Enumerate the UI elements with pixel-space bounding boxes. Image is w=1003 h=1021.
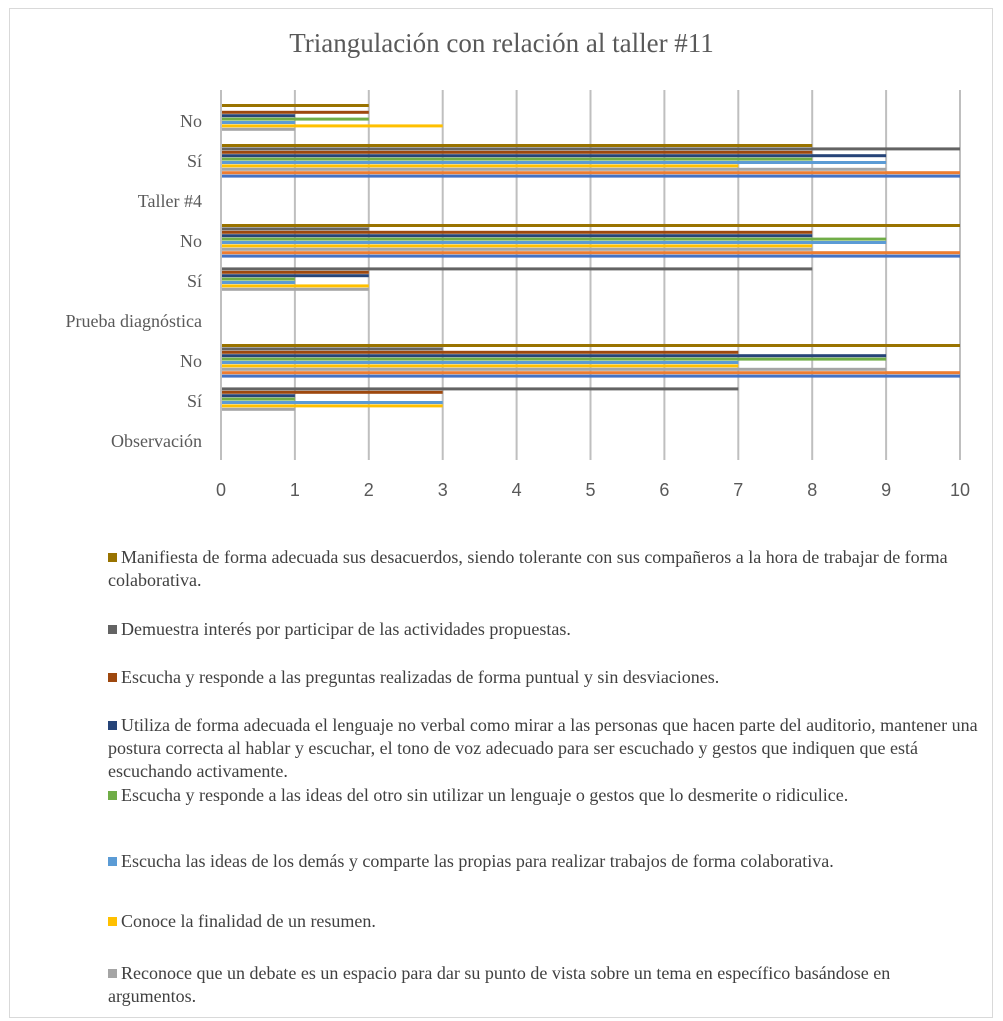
bar — [221, 104, 369, 107]
bar — [221, 237, 887, 241]
bar — [221, 347, 443, 351]
bar — [221, 407, 295, 411]
x-tick-label: 3 — [438, 480, 448, 500]
legend-swatch — [108, 791, 117, 800]
bar — [221, 367, 887, 371]
legend-label: Escucha las ideas de los demás y compart… — [121, 851, 834, 871]
bar — [221, 281, 295, 284]
x-tick-label: 10 — [950, 480, 970, 500]
bar — [221, 114, 295, 118]
bar — [221, 127, 295, 131]
legend-swatch — [108, 553, 117, 562]
bar — [221, 161, 887, 164]
bar — [221, 350, 739, 354]
legend-label: Manifiesta de forma adecuada sus desacue… — [108, 547, 948, 590]
x-tick-label: 5 — [585, 480, 595, 500]
y-category-label: Observación — [111, 431, 202, 451]
x-tick-label: 9 — [881, 480, 891, 500]
legend-swatch — [108, 917, 117, 926]
legend-item: Escucha y responde a las ideas del otro … — [108, 784, 978, 807]
bar — [221, 274, 369, 278]
y-category-label: Taller #4 — [138, 191, 202, 211]
bar — [221, 230, 813, 234]
legend-item: Conoce la finalidad de un resumen. — [108, 910, 978, 933]
legend-item: Escucha las ideas de los demás y compart… — [108, 850, 978, 873]
bar — [221, 167, 887, 171]
legend-item: Utiliza de forma adecuada el lenguaje no… — [108, 714, 978, 783]
bar — [221, 287, 369, 291]
bar — [221, 344, 960, 347]
bar — [221, 404, 443, 408]
bar — [221, 371, 960, 375]
legend-swatch — [108, 857, 117, 866]
y-category-label: Prueba diagnóstica — [66, 311, 202, 331]
bar — [221, 267, 813, 271]
legend-label: Escucha y responde a las preguntas reali… — [121, 667, 720, 687]
bar — [221, 394, 295, 398]
legend-label: Demuestra interés por participar de las … — [121, 619, 571, 639]
bar — [221, 374, 960, 378]
legend-item: Manifiesta de forma adecuada sus desacue… — [108, 546, 978, 592]
y-category-label: No — [180, 351, 202, 371]
legend-label: Conoce la finalidad de un resumen. — [121, 911, 376, 931]
x-tick-label: 1 — [290, 480, 300, 500]
legend-swatch — [108, 969, 117, 978]
bar — [221, 124, 443, 128]
bar — [221, 174, 960, 178]
legend-label: Reconoce que un debate es un espacio par… — [108, 963, 891, 1006]
x-tick-label: 2 — [364, 480, 374, 500]
bar — [221, 284, 369, 288]
y-category-label: No — [180, 111, 202, 131]
bar — [221, 387, 739, 391]
bar — [221, 227, 369, 231]
bar — [221, 357, 887, 361]
bar — [221, 117, 369, 121]
x-tick-label: 4 — [512, 480, 522, 500]
y-category-label: Sí — [187, 151, 202, 171]
bar — [221, 244, 813, 248]
bar — [221, 390, 443, 394]
bar — [221, 254, 960, 258]
bar — [221, 247, 813, 251]
legend-label: Escucha y responde a las ideas del otro … — [121, 785, 849, 805]
legend-swatch — [108, 721, 117, 730]
legend-swatch — [108, 673, 117, 682]
bar — [221, 234, 813, 238]
bar — [221, 121, 295, 124]
bar — [221, 270, 369, 274]
bar — [221, 157, 813, 161]
bar — [221, 361, 739, 364]
bar — [221, 241, 887, 244]
bar — [221, 164, 739, 168]
y-category-label: Sí — [187, 271, 202, 291]
legend-label: Utiliza de forma adecuada el lenguaje no… — [108, 715, 978, 781]
legend-item: Escucha y responde a las preguntas reali… — [108, 666, 978, 689]
y-category-label: No — [180, 231, 202, 251]
bar — [221, 251, 960, 255]
x-tick-label: 7 — [733, 480, 743, 500]
bar — [221, 171, 960, 175]
bar — [221, 397, 295, 401]
bar — [221, 401, 443, 404]
legend-swatch — [108, 625, 117, 634]
legend-item: Reconoce que un debate es un espacio par… — [108, 962, 978, 1008]
bar — [221, 110, 369, 114]
chart-title: Triangulación con relación al taller #11 — [289, 28, 714, 58]
x-tick-label: 6 — [659, 480, 669, 500]
bar — [221, 364, 739, 368]
bar — [221, 154, 887, 158]
bar — [221, 147, 960, 151]
bar — [221, 144, 813, 147]
x-tick-label: 0 — [216, 480, 226, 500]
x-tick-label: 8 — [807, 480, 817, 500]
bar — [221, 150, 813, 154]
bar — [221, 354, 887, 358]
legend-item: Demuestra interés por participar de las … — [108, 618, 978, 641]
bar — [221, 277, 295, 281]
y-category-label: Sí — [187, 391, 202, 411]
bar — [221, 224, 960, 227]
